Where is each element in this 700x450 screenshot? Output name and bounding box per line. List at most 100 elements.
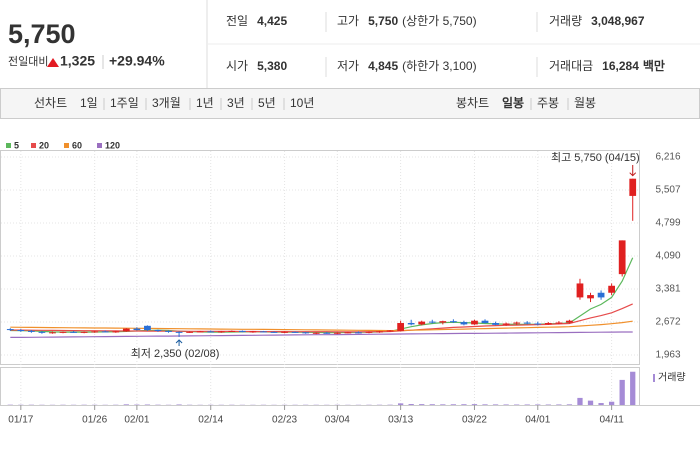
x-tick-label: 04/01: [525, 415, 550, 426]
quote-label: 거래량: [549, 14, 582, 28]
legend-label: 60: [72, 140, 82, 150]
tab[interactable]: 10년: [290, 96, 314, 110]
quote-unit: 백만: [643, 58, 665, 73]
candle-body: [101, 331, 109, 333]
candle-body: [492, 323, 499, 325]
legend-swatch: [6, 143, 11, 148]
candle-body: [460, 322, 468, 325]
candle-body: [513, 322, 521, 324]
change-rate: +29.94%: [109, 53, 165, 69]
tab[interactable]: 3개월: [152, 96, 181, 110]
volume-bar: [397, 403, 404, 405]
candle-body: [175, 331, 183, 333]
max-arrow: [629, 165, 637, 177]
volume-bar: [556, 404, 562, 405]
legend-swatch: [31, 143, 36, 148]
volume-bar: [450, 404, 457, 405]
candle-body: [523, 322, 531, 324]
candle-body: [386, 330, 394, 332]
moving-average-line: [10, 331, 633, 338]
volume-bar: [619, 379, 625, 405]
volume-bar: [419, 404, 425, 405]
quote-value: 4,425: [257, 14, 287, 28]
volume-bar: [123, 404, 129, 405]
y-tick-label: 6,216: [655, 152, 680, 163]
volume-bar: [503, 404, 509, 405]
candle-body: [196, 331, 204, 333]
legend-label: 20: [39, 140, 49, 150]
quote-value: 5,380: [257, 59, 287, 73]
volume-bar: [630, 371, 636, 405]
y-tick-label: 5,507: [655, 185, 680, 196]
quote-value: 16,284: [602, 59, 639, 73]
candle-body: [281, 331, 288, 333]
candle-body: [608, 285, 616, 293]
legend-label: 120: [105, 140, 120, 150]
tab[interactable]: 주봉: [537, 96, 559, 110]
candle-body: [333, 332, 341, 334]
candle-body: [618, 240, 626, 275]
quote-label: 저가: [337, 59, 359, 73]
volume-bar: [608, 401, 615, 405]
candle-body: [502, 323, 510, 325]
volume-bar: [524, 404, 530, 405]
tab[interactable]: 월봉: [574, 96, 596, 110]
candle-body: [555, 322, 563, 324]
tab[interactable]: 1주일: [110, 96, 139, 110]
candle-body: [238, 330, 246, 332]
change: 1,325: [60, 53, 95, 69]
candle-body: [355, 332, 362, 334]
candle-body: [91, 331, 99, 333]
min-arrow: [175, 339, 183, 346]
candle-body: [59, 331, 67, 333]
quote-label: 고가: [337, 14, 359, 28]
y-tick-label: 2,672: [655, 317, 680, 328]
candle-body: [576, 283, 584, 298]
volume-bar: [440, 404, 446, 405]
candle-body: [186, 331, 194, 333]
tab[interactable]: 일봉: [502, 96, 524, 110]
quote-label: 거래대금: [549, 59, 593, 73]
candle-body: [217, 331, 225, 333]
quote-value: 4,845: [368, 59, 398, 73]
candle-body: [471, 320, 478, 325]
tab[interactable]: 1일: [80, 96, 98, 110]
tab[interactable]: 1년: [196, 96, 214, 110]
x-tick-label: 03/04: [325, 415, 350, 426]
candle-body: [418, 321, 426, 325]
tab[interactable]: 3년: [227, 96, 245, 110]
candle-body: [481, 320, 489, 324]
volume-bar: [492, 404, 499, 405]
volume-bar: [429, 404, 435, 405]
quote-label: 전일: [226, 14, 248, 28]
x-tick-label: 02/01: [124, 415, 149, 426]
moving-average-line: [10, 303, 633, 333]
candle-body: [597, 292, 605, 298]
x-tick-label: 02/14: [198, 415, 223, 426]
candle-body: [49, 332, 56, 334]
legend-swatch: [97, 143, 102, 148]
volume-bar: [587, 400, 594, 405]
candle-body: [302, 332, 310, 334]
legend-label: 5: [14, 140, 19, 150]
candle-body: [112, 331, 120, 333]
tab[interactable]: 5년: [258, 96, 276, 110]
x-tick-label: 03/13: [388, 415, 413, 426]
y-tick-label: 4,090: [655, 251, 680, 262]
quote-note: (상한가 5,750): [402, 14, 476, 28]
candle-body: [207, 331, 215, 333]
price-panel: [0, 150, 640, 365]
quote-label: 시가: [226, 59, 248, 73]
candle-body: [80, 331, 88, 333]
candle-body: [587, 295, 594, 299]
tab-group-label: 선차트: [34, 96, 67, 110]
y-tick-label: 3,381: [655, 284, 680, 295]
volume-bar: [461, 404, 467, 405]
volume-legend-swatch: [653, 374, 655, 382]
quote-note: (하한가 3,100): [402, 59, 476, 73]
x-tick-label: 04/11: [599, 415, 624, 426]
current-price: 5,750: [8, 19, 76, 49]
y-tick-label: 4,799: [655, 218, 680, 229]
candle-body: [534, 323, 542, 325]
volume-bar: [176, 404, 182, 405]
